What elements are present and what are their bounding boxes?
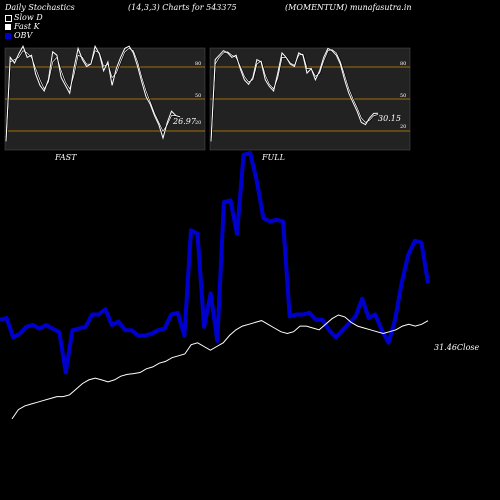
fast-panel-label: FAST	[55, 153, 77, 162]
full-panel: 80 50 20 30.15	[209, 47, 411, 151]
close-price-label: 31.46Close	[434, 343, 480, 352]
chart-title-right: (MOMENTUM) munafasutra.in	[285, 3, 412, 12]
fast-level-20-label: 20	[195, 120, 201, 126]
legend-label-obv: OBV	[14, 31, 33, 40]
fast-panel: 80 50 20 26.97	[4, 44, 206, 151]
full-level-20-label: 20	[400, 124, 406, 130]
legend-swatch-fast-k	[5, 24, 11, 30]
full-fast-k-line	[210, 47, 379, 142]
legend-swatch-slow-d	[5, 15, 12, 22]
full-panel-label: FULL	[262, 153, 285, 162]
price-obv-chart	[0, 151, 430, 420]
chart-title-left: Daily Stochastics	[5, 3, 75, 12]
fast-level-80-label: 80	[195, 61, 201, 67]
legend-label-slow-d: Slow D	[14, 13, 43, 22]
full-last-value: 30.15	[378, 114, 401, 123]
full-level-50-label: 50	[400, 93, 406, 99]
chart-title-center: (14,3,3) Charts for 543375	[128, 3, 237, 12]
fast-fast-k-line	[5, 44, 181, 142]
full-level-80-label: 80	[400, 61, 406, 67]
fast-slow-d-outline	[5, 47, 181, 142]
fast-last-value: 26.97	[172, 117, 197, 126]
legend-swatch-obv	[5, 33, 11, 39]
close-price-line	[11, 314, 429, 420]
legend-label-fast-k: Fast K	[14, 22, 40, 31]
fast-level-50-label: 50	[195, 93, 201, 99]
obv-line	[0, 151, 430, 375]
